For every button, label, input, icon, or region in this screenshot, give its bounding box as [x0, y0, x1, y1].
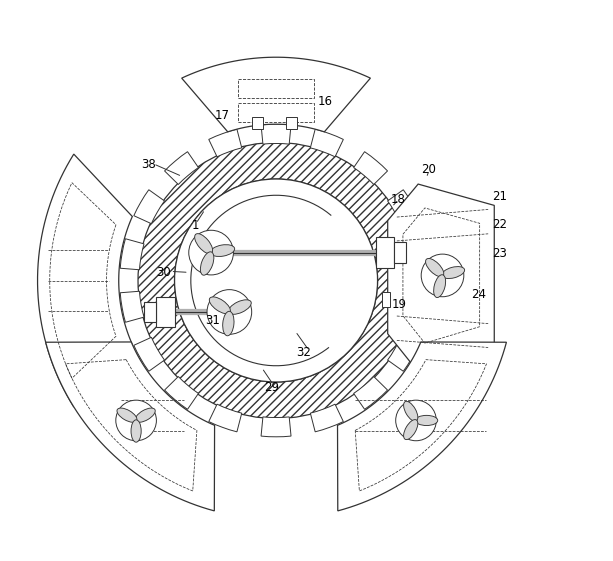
Wedge shape — [387, 190, 418, 224]
Bar — [144, 302, 156, 322]
Polygon shape — [387, 184, 494, 372]
Ellipse shape — [210, 245, 235, 256]
Text: 38: 38 — [141, 158, 156, 171]
Text: 21: 21 — [492, 190, 507, 203]
Ellipse shape — [135, 408, 155, 422]
Text: 32: 32 — [297, 346, 311, 359]
Ellipse shape — [223, 311, 234, 336]
Circle shape — [396, 400, 436, 441]
Bar — [382, 242, 390, 257]
Circle shape — [116, 400, 156, 441]
Circle shape — [175, 179, 378, 382]
Wedge shape — [387, 337, 418, 371]
Bar — [376, 237, 394, 268]
Wedge shape — [164, 376, 199, 410]
Text: 22: 22 — [492, 218, 507, 231]
Bar — [382, 292, 390, 307]
Wedge shape — [408, 239, 432, 270]
Circle shape — [421, 254, 464, 297]
Wedge shape — [354, 151, 387, 185]
Wedge shape — [261, 124, 291, 144]
Ellipse shape — [403, 401, 418, 421]
Wedge shape — [138, 142, 414, 419]
Ellipse shape — [403, 420, 418, 440]
Ellipse shape — [200, 252, 214, 275]
Text: 1: 1 — [192, 219, 200, 232]
Wedge shape — [120, 291, 144, 322]
Text: 18: 18 — [390, 193, 405, 206]
Wedge shape — [134, 190, 164, 224]
Ellipse shape — [195, 233, 213, 254]
Polygon shape — [37, 154, 132, 407]
Bar — [286, 117, 297, 129]
Wedge shape — [310, 129, 343, 157]
Text: 30: 30 — [156, 266, 171, 279]
Wedge shape — [408, 291, 432, 322]
Ellipse shape — [416, 415, 438, 426]
Wedge shape — [310, 404, 343, 432]
Wedge shape — [120, 239, 144, 270]
Polygon shape — [181, 57, 370, 132]
Text: 24: 24 — [471, 288, 487, 301]
Text: 23: 23 — [492, 247, 507, 260]
Wedge shape — [134, 337, 164, 371]
Ellipse shape — [117, 408, 137, 422]
Ellipse shape — [433, 275, 446, 297]
Wedge shape — [354, 376, 387, 410]
Bar — [238, 103, 314, 122]
Circle shape — [207, 289, 252, 334]
Text: 17: 17 — [215, 109, 229, 122]
Ellipse shape — [442, 266, 465, 278]
Text: 29: 29 — [264, 380, 280, 394]
Text: 20: 20 — [421, 163, 436, 176]
Bar — [238, 79, 314, 98]
Bar — [394, 242, 406, 263]
Ellipse shape — [425, 259, 444, 277]
Bar — [252, 117, 263, 129]
Ellipse shape — [209, 297, 230, 314]
Text: 16: 16 — [318, 95, 333, 108]
Polygon shape — [338, 342, 506, 511]
Bar — [156, 297, 175, 327]
Wedge shape — [209, 129, 242, 157]
Polygon shape — [45, 342, 215, 511]
Wedge shape — [261, 417, 291, 437]
Text: 31: 31 — [205, 314, 220, 327]
Wedge shape — [164, 151, 199, 185]
Text: 19: 19 — [391, 298, 406, 311]
Wedge shape — [209, 404, 242, 432]
Circle shape — [189, 230, 234, 275]
Ellipse shape — [229, 300, 251, 314]
Ellipse shape — [131, 420, 141, 442]
